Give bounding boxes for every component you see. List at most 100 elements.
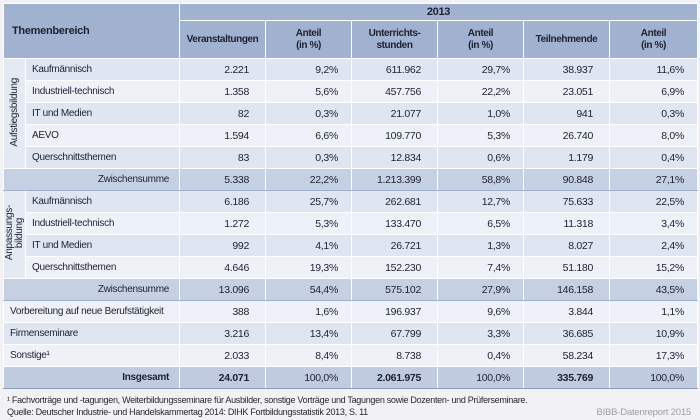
cell-unterrichtsstunden: 457.756 [351,80,438,103]
cell-unterrichtsstunden: 262.681 [351,190,438,213]
cell-unterrichtsstunden: 2.061.975 [351,366,438,389]
cell-anteil-teilnehmende: 6,9% [609,80,698,103]
topic-column-header: Themenbereich [3,3,180,59]
row-label: Industriell-technisch [25,80,180,103]
table-row: Vorbereitung auf neue Berufstätigkeit 38… [3,300,698,323]
cell-teilnehmende: 51.180 [523,256,610,279]
table-row: IT und Medien 992 4,1% 26.721 1,3% 8.027… [4,234,698,257]
cell-anteil-veranstaltungen: 25,7% [265,190,352,213]
cell-anteil-veranstaltungen: 54,4% [265,278,352,301]
column-header-veranstaltungen: Veranstaltungen [179,20,266,59]
fortbildung-statistics-table: Themenbereich 2013 Veranstaltungen Antei… [3,3,698,389]
cell-anteil-unterrichtsstunden: 58,8% [437,168,524,191]
cell-teilnehmende: 36.685 [523,322,610,345]
cell-anteil-teilnehmende: 22,5% [609,190,698,213]
cell-veranstaltungen: 2.221 [179,58,266,81]
cell-veranstaltungen: 2.033 [179,344,266,367]
cell-teilnehmende: 90.848 [523,168,610,191]
cell-anteil-teilnehmende: 10,9% [609,322,698,345]
cell-teilnehmende: 58.234 [523,344,610,367]
cell-anteil-unterrichtsstunden: 1,0% [437,102,524,125]
cell-unterrichtsstunden: 1.213.399 [351,168,438,191]
cell-anteil-veranstaltungen: 4,1% [265,234,352,257]
group-label-vertical-text: Anpassungs-bildung [3,205,25,261]
cell-veranstaltungen: 24.071 [179,366,266,389]
source-row: Quelle: Deutscher Industrie- und Handels… [7,406,693,419]
column-header-teilnehmende: Teilnehmende [523,20,610,59]
row-label: Kaufmännisch [25,190,180,213]
table-row: AEVO 1.594 6,6% 109.770 5,3% 26.740 8,0% [4,124,698,147]
cell-anteil-unterrichtsstunden: 7,4% [437,256,524,279]
cell-veranstaltungen: 83 [179,146,266,169]
table-header-row-year: Themenbereich 2013 [3,3,698,59]
cell-teilnehmende: 38.937 [523,58,610,81]
cell-unterrichtsstunden: 611.962 [351,58,438,81]
row-label: Sonstige¹ [3,344,180,367]
total-row: Insgesamt 24.071 100,0% 2.061.975 100,0%… [3,366,698,389]
table-row: Industriell-technisch 1.358 5,6% 457.756… [4,80,698,103]
cell-veranstaltungen: 3.216 [179,322,266,345]
cell-teilnehmende: 8.027 [523,234,610,257]
cell-anteil-teilnehmende: 17,3% [609,344,698,367]
total-label: Insgesamt [3,366,180,389]
cell-unterrichtsstunden: 21.077 [351,102,438,125]
cell-anteil-veranstaltungen: 22,2% [265,168,352,191]
row-label: IT und Medien [25,234,180,257]
cell-anteil-veranstaltungen: 5,3% [265,212,352,235]
year-header: 2013 [179,3,698,21]
cell-teilnehmende: 75.633 [523,190,610,213]
cell-teilnehmende: 941 [523,102,610,125]
row-label: Firmenseminare [3,322,180,345]
cell-anteil-veranstaltungen: 0,3% [265,102,352,125]
cell-teilnehmende: 23.051 [523,80,610,103]
group-label-aufstiegsbildung: Aufstiegsbildung [3,58,26,169]
cell-anteil-unterrichtsstunden: 0,4% [437,344,524,367]
cell-unterrichtsstunden: 12.834 [351,146,438,169]
table-row: Querschnittsthemen 83 0,3% 12.834 0,6% 1… [4,146,698,169]
cell-teilnehmende: 335.769 [523,366,610,389]
column-header-anteil-1: Anteil (in %) [265,20,352,59]
cell-veranstaltungen: 5.338 [179,168,266,191]
cell-anteil-veranstaltungen: 13,4% [265,322,352,345]
cell-anteil-veranstaltungen: 0,3% [265,146,352,169]
cell-unterrichtsstunden: 109.770 [351,124,438,147]
cell-teilnehmende: 3.844 [523,300,610,323]
table-row: IT und Medien 82 0,3% 21.077 1,0% 941 0,… [4,102,698,125]
cell-teilnehmende: 11.318 [523,212,610,235]
row-label: Querschnittsthemen [25,256,180,279]
row-label: Kaufmännisch [25,58,180,81]
cell-unterrichtsstunden: 133.470 [351,212,438,235]
cell-anteil-teilnehmende: 11,6% [609,58,698,81]
subtotal-label: Zwischensumme [3,278,180,301]
cell-unterrichtsstunden: 8.738 [351,344,438,367]
cell-veranstaltungen: 992 [179,234,266,257]
subtotal-label: Zwischensumme [3,168,180,191]
row-label: Industriell-technisch [25,212,180,235]
cell-unterrichtsstunden: 575.102 [351,278,438,301]
cell-teilnehmende: 1.179 [523,146,610,169]
table-row: Sonstige¹ 2.033 8,4% 8.738 0,4% 58.234 1… [3,344,698,367]
cell-veranstaltungen: 6.186 [179,190,266,213]
cell-anteil-unterrichtsstunden: 12,7% [437,190,524,213]
cell-teilnehmende: 146.158 [523,278,610,301]
cell-anteil-unterrichtsstunden: 3,3% [437,322,524,345]
cell-anteil-unterrichtsstunden: 0,6% [437,146,524,169]
cell-anteil-teilnehmende: 8,0% [609,124,698,147]
cell-veranstaltungen: 1.358 [179,80,266,103]
cell-veranstaltungen: 388 [179,300,266,323]
cell-anteil-unterrichtsstunden: 5,3% [437,124,524,147]
report-brand-label: BIBB-Datenreport 2015 [596,407,691,418]
footnote-text: ¹ Fachvorträge und -tagungen, Weiterbild… [7,395,528,405]
cell-unterrichtsstunden: 196.937 [351,300,438,323]
cell-veranstaltungen: 82 [179,102,266,125]
cell-unterrichtsstunden: 152.230 [351,256,438,279]
cell-teilnehmende: 26.740 [523,124,610,147]
cell-anteil-veranstaltungen: 19,3% [265,256,352,279]
cell-anteil-veranstaltungen: 1,6% [265,300,352,323]
table-row: Aufstiegsbildung Kaufmännisch 2.221 9,2%… [3,58,698,169]
cell-anteil-teilnehmende: 15,2% [609,256,698,279]
cell-anteil-unterrichtsstunden: 6,5% [437,212,524,235]
cell-anteil-veranstaltungen: 100,0% [265,366,352,389]
row-label: AEVO [25,124,180,147]
